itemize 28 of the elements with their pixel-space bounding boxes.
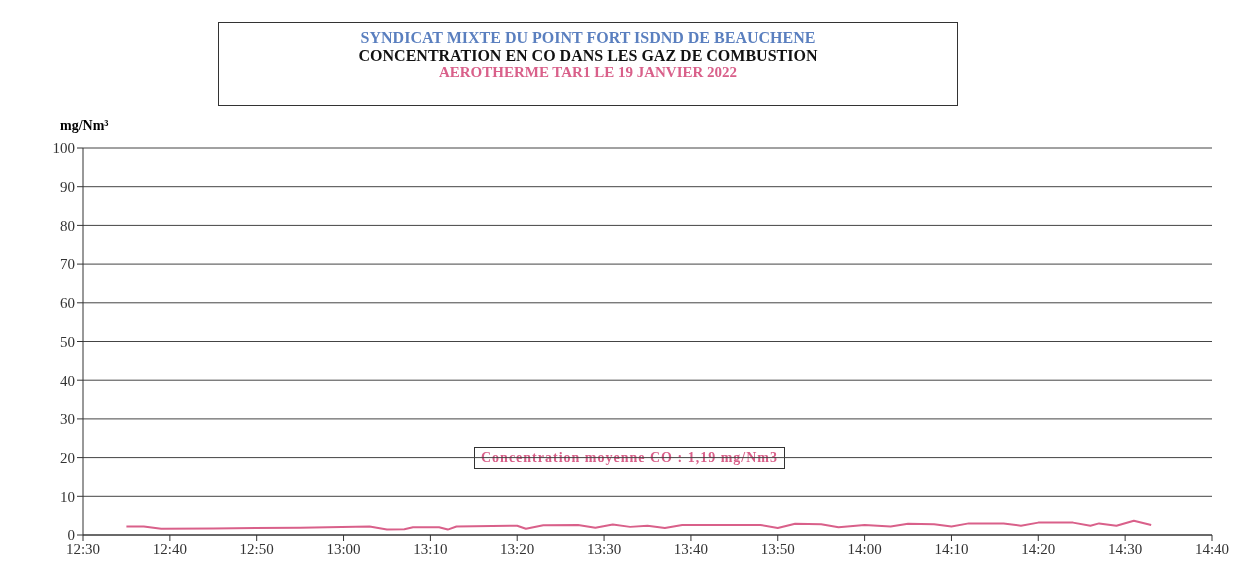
x-tick-label: 14:30 bbox=[1108, 540, 1143, 557]
y-tick-label: 80 bbox=[60, 217, 75, 234]
x-tick-label: 14:40 bbox=[1194, 540, 1230, 557]
y-tick-label: 10 bbox=[60, 488, 75, 505]
x-tick-label: 13:00 bbox=[326, 540, 361, 557]
x-tick-label: 13:50 bbox=[760, 540, 795, 557]
x-tick-label: 13:20 bbox=[500, 540, 535, 557]
y-tick-label: 40 bbox=[60, 372, 75, 389]
y-tick-label: 20 bbox=[60, 449, 75, 466]
line-series bbox=[125, 519, 1153, 531]
x-tick-label: 14:20 bbox=[1021, 540, 1056, 557]
x-tick-label: 13:30 bbox=[586, 540, 622, 557]
y-tick-label: 70 bbox=[60, 256, 75, 273]
chart-subtitle: CONCENTRATION EN CO DANS LES GAZ DE COMBUSTION bbox=[357, 47, 819, 65]
x-tick-label: 14:00 bbox=[847, 540, 882, 557]
y-tick-label: 50 bbox=[60, 333, 75, 350]
y-axis-title: mg/Nm³ bbox=[60, 118, 109, 134]
y-tick-label: 60 bbox=[60, 295, 75, 312]
x-tick-label: 14:10 bbox=[934, 540, 969, 557]
x-tick-label: 12:40 bbox=[152, 540, 187, 557]
y-tick-label: 100 bbox=[52, 140, 75, 157]
chart-title: SYNDICAT MIXTE DU POINT FORT ISDND DE BEAUCHENE bbox=[359, 29, 817, 47]
x-tick-label: 13:10 bbox=[413, 540, 448, 557]
text: AEROTHERME TAR1 LE 19 JANVIER 2022 bbox=[437, 64, 739, 80]
x-tick-label: 13:40 bbox=[673, 540, 709, 557]
y-tick-label: 30 bbox=[60, 411, 75, 428]
y-tick-label: 90 bbox=[60, 179, 75, 196]
x-tick-label: 12:50 bbox=[239, 540, 274, 557]
